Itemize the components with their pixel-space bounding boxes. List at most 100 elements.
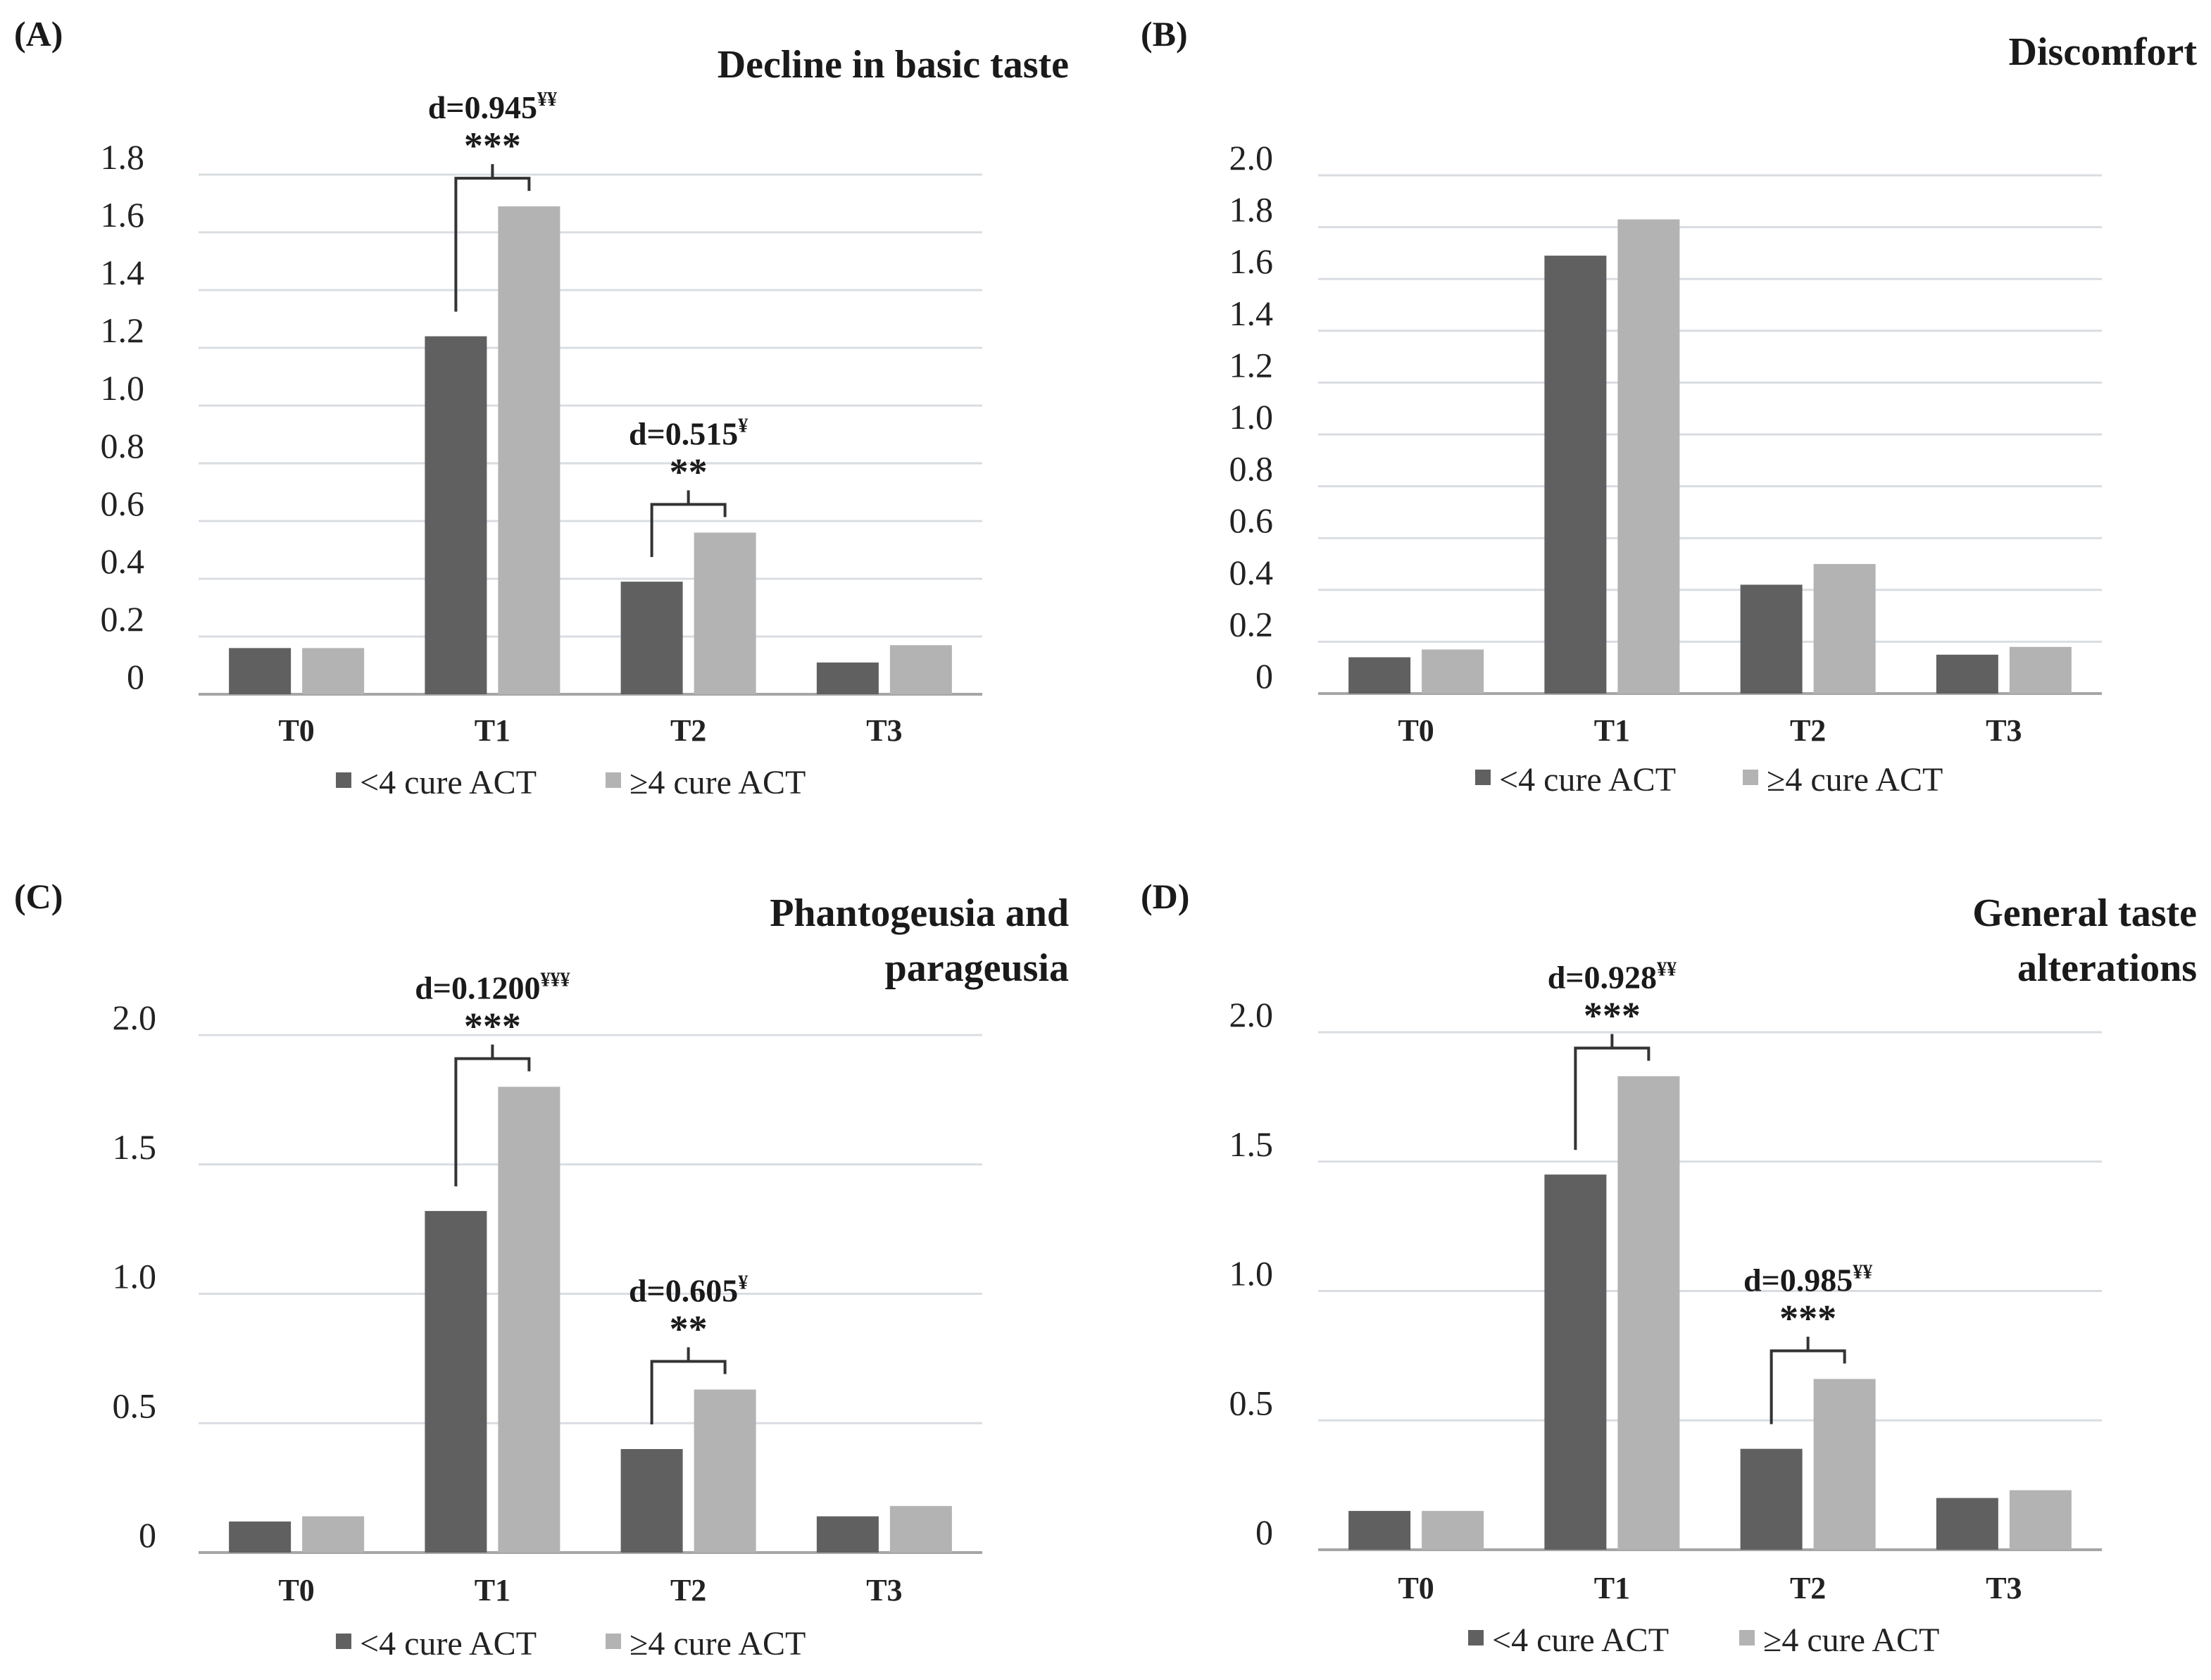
significance-stars: *** <box>464 125 521 167</box>
chart-title: Phantogeusia and <box>770 891 1069 935</box>
y-tick-label: 0.5 <box>113 1386 157 1425</box>
legend-label-2: ≥4 cure ACT <box>1767 761 1943 798</box>
x-tick-label: T3 <box>1986 713 2022 748</box>
effect-size-label: d=0.1200¥¥¥ <box>415 970 570 1006</box>
y-tick-label: 1.0 <box>1229 1254 1274 1293</box>
bar-T0-series-2 <box>302 1516 365 1553</box>
y-tick-label: 0.4 <box>101 541 145 581</box>
x-tick-label: T3 <box>866 1573 902 1607</box>
legend-swatch-1 <box>336 772 351 788</box>
y-tick-label: 0.4 <box>1229 553 1274 592</box>
legend-label-2: ≥4 cure ACT <box>1763 1622 1939 1659</box>
legend-swatch-1 <box>1468 1630 1484 1645</box>
x-tick-label: T2 <box>1790 1571 1826 1605</box>
x-tick-label: T0 <box>278 1573 314 1607</box>
bar-T0-series-1 <box>229 1521 292 1553</box>
bar-T1-series-2 <box>1617 1076 1680 1550</box>
y-tick-label: 0.8 <box>1229 449 1274 489</box>
legend-label-1: <4 cure ACT <box>360 1625 537 1662</box>
bar-T2-series-2 <box>1813 564 1876 694</box>
bar-T0-series-2 <box>1422 649 1484 694</box>
x-tick-label: T2 <box>1790 713 1826 748</box>
bar-T3-series-1 <box>816 1516 879 1553</box>
y-tick-label: 0.2 <box>101 599 145 639</box>
effect-size-label: d=0.985¥¥ <box>1743 1261 1872 1298</box>
bar-T1-series-1 <box>1544 1174 1607 1550</box>
bar-T2-series-2 <box>1813 1379 1876 1550</box>
bar-T3-series-2 <box>2009 646 2072 694</box>
bar-T1-series-1 <box>1544 256 1607 694</box>
effect-size-label: d=0.945¥¥ <box>428 89 557 125</box>
chart-title: General taste <box>1972 891 2197 935</box>
y-tick-label: 1.5 <box>113 1127 157 1167</box>
y-tick-label: 0.5 <box>1229 1383 1274 1422</box>
x-tick-label: T3 <box>866 713 902 748</box>
significance-stars: *** <box>1584 994 1641 1036</box>
bar-T2-series-2 <box>694 1389 756 1553</box>
chart-panel-3: (D) General taste alterations 0 0.5 1.0 1.5 2.0… <box>1141 877 2197 1659</box>
bar-T1-series-1 <box>425 1210 487 1553</box>
bar-T0-series-2 <box>302 648 365 694</box>
legend-swatch-2 <box>606 1634 621 1649</box>
x-tick-label: T0 <box>1398 1571 1434 1605</box>
y-tick-label: 1.0 <box>113 1257 157 1296</box>
effect-size-label: d=0.515¥ <box>629 415 748 451</box>
y-tick-label: 1.5 <box>1229 1124 1274 1164</box>
chart-panel-2: (C) Phantogeusia and parageusia 0 0.5 1.0 1.5 2… <box>14 877 1069 1662</box>
x-tick-label: T1 <box>1594 1571 1630 1605</box>
y-tick-label: 1.0 <box>1229 397 1274 437</box>
legend-swatch-2 <box>1739 1630 1755 1645</box>
y-tick-label: 2.0 <box>1229 995 1274 1034</box>
y-tick-label: 1.2 <box>101 311 145 350</box>
effect-size-label: d=0.605¥ <box>629 1272 748 1308</box>
bar-T3-series-1 <box>1936 1498 1998 1550</box>
bar-T3-series-2 <box>889 645 952 694</box>
bar-T1-series-1 <box>425 336 487 694</box>
significance-stars: ** <box>670 1308 708 1350</box>
legend-label-1: <4 cure ACT <box>1492 1622 1669 1659</box>
legend-swatch-2 <box>606 772 621 788</box>
y-tick-label: 0.6 <box>101 484 145 523</box>
y-tick-label: 1.4 <box>101 253 145 292</box>
x-tick-label: T0 <box>278 713 314 748</box>
bar-T3-series-1 <box>816 662 879 694</box>
bar-T3-series-2 <box>2009 1490 2072 1550</box>
x-tick-label: T3 <box>1986 1571 2022 1605</box>
bar-T2-series-1 <box>1740 1448 1803 1550</box>
y-tick-label: 2.0 <box>113 998 157 1037</box>
y-tick-label: 1.2 <box>1229 345 1274 384</box>
y-tick-label: 0.8 <box>101 426 145 465</box>
y-tick-label: 1.8 <box>101 137 145 177</box>
bar-T3-series-2 <box>889 1505 952 1553</box>
legend-label-1: <4 cure ACT <box>1499 761 1676 798</box>
panel-letter: (A) <box>14 14 63 54</box>
bar-T0-series-1 <box>1348 657 1411 694</box>
significance-stars: *** <box>464 1005 521 1048</box>
bar-T1-series-2 <box>498 206 560 695</box>
bar-T1-series-2 <box>1617 219 1680 694</box>
y-tick-label: 0.6 <box>1229 501 1274 540</box>
bar-T3-series-1 <box>1936 654 1998 694</box>
effect-size-label: d=0.928¥¥ <box>1548 958 1677 995</box>
chart-panel-1: (B) Discomfort 0 0.2 0.4 0.6 0.8 1.0 1.2 1.4 1.6 1.… <box>1141 14 2197 798</box>
chart-panel-0: (A) Decline in basic taste 0 0.2 0.4 0.6 0.8 1.… <box>14 14 1069 801</box>
chart-title: alterations <box>2017 946 2197 990</box>
bar-T0-series-1 <box>1348 1510 1411 1550</box>
legend-swatch-2 <box>1743 770 1758 785</box>
chart-title: Decline in basic taste <box>718 43 1069 87</box>
x-tick-label: T1 <box>475 1573 511 1607</box>
panel-letter: (B) <box>1141 14 1188 54</box>
y-tick-label: 1.8 <box>1229 190 1274 230</box>
panel-letter: (C) <box>14 877 63 916</box>
chart-title: Discomfort <box>2009 30 2198 74</box>
bar-T2-series-1 <box>620 1449 683 1553</box>
bar-T2-series-1 <box>620 582 683 694</box>
panel-letter: (D) <box>1141 877 1189 916</box>
bar-T2-series-1 <box>1740 584 1803 694</box>
chart-title: parageusia <box>885 946 1069 990</box>
x-tick-label: T2 <box>670 1573 706 1607</box>
x-tick-label: T0 <box>1398 713 1434 748</box>
bar-T0-series-1 <box>229 648 292 694</box>
legend-label-1: <4 cure ACT <box>360 764 537 801</box>
